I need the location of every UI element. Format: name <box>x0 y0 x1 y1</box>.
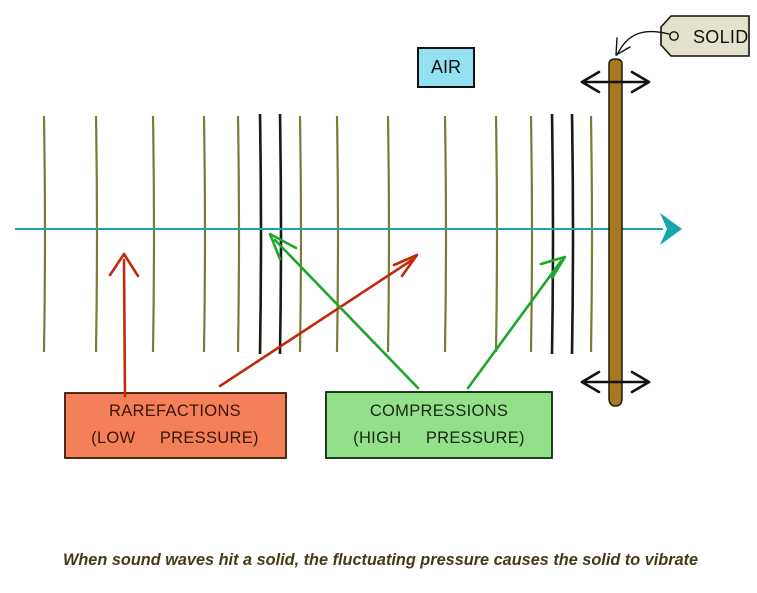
svg-text:COMPRESSIONS: COMPRESSIONS <box>370 402 508 420</box>
svg-text:(LOW PRESSURE): (LOW PRESSURE) <box>91 429 259 447</box>
svg-text:AIR: AIR <box>431 57 461 77</box>
svg-text:RAREFACTIONS: RAREFACTIONS <box>109 402 241 420</box>
svg-text:SOLID: SOLID <box>693 27 749 47</box>
svg-text:(HIGH PRESSURE): (HIGH PRESSURE) <box>353 429 525 447</box>
svg-text:When sound waves hit a solid,: When sound waves hit a solid, the fluctu… <box>63 551 698 569</box>
